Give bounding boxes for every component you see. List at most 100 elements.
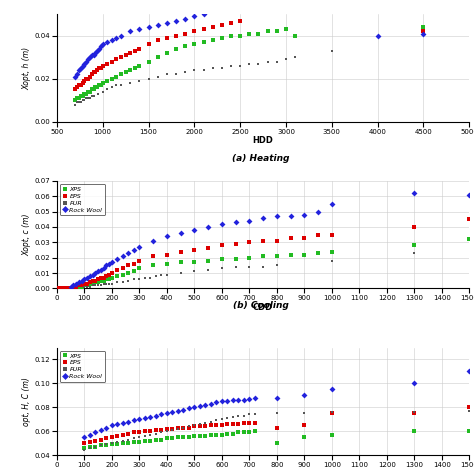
Point [81,447,88,454]
Point [108,75,116,82]
Point [102,272,110,280]
Point [224,430,231,438]
Point [273,58,281,65]
Point [70,283,77,291]
Point [191,27,198,35]
Point [114,255,121,263]
Point [99,62,107,70]
Point [88,92,95,100]
Point [130,268,137,275]
Point [246,238,253,246]
Point [163,428,171,435]
Y-axis label: opt, H, C (m): opt, H, C (m) [22,377,31,426]
Point [90,92,97,100]
Point [102,262,110,269]
Point [224,414,231,422]
Point [201,401,209,409]
Point [328,257,336,264]
Point [255,60,262,67]
Point [57,284,65,292]
Point [82,90,90,98]
Point [64,284,72,292]
Point [235,428,242,436]
Point [301,410,308,417]
Point [136,275,143,283]
Point [328,200,336,208]
Point [84,75,92,82]
Point [61,284,69,292]
Point [79,62,86,70]
Point [287,234,294,241]
Point [122,68,129,76]
Point [99,41,107,48]
Point [246,395,253,403]
Point [56,284,64,292]
Point [196,432,204,440]
Point [185,424,192,431]
Point [185,433,192,441]
Point [119,437,127,445]
Point [127,79,134,87]
Point [224,398,231,405]
Point [163,71,171,78]
Point [59,284,66,292]
Point [152,430,160,438]
Point [328,410,336,417]
Point [163,271,171,278]
X-axis label: CDD: CDD [253,303,273,312]
Point [75,282,82,289]
Point [86,431,94,438]
Point [81,433,88,441]
Point [117,54,125,61]
Point [240,396,247,404]
Point [465,368,473,375]
Point [314,231,322,238]
Legend: XPS, EPS, PUR, Rock Wool: XPS, EPS, PUR, Rock Wool [60,184,105,215]
Point [287,251,294,258]
Point [119,278,127,286]
Point [246,263,253,271]
Point [273,237,281,245]
Point [77,82,84,89]
Point [136,77,143,85]
Point [73,280,80,288]
Point [273,424,281,431]
Point [72,101,79,109]
Point [81,444,88,452]
Point [180,433,187,441]
Point [99,88,107,95]
Point [117,71,125,78]
Point [119,252,127,260]
Point [82,94,90,102]
Point [237,17,244,25]
Point [185,405,192,412]
Point [122,51,129,59]
Point [81,60,88,67]
Point [465,236,473,243]
Point [201,423,209,430]
Point [127,49,134,57]
Point [82,75,90,82]
Point [108,433,116,441]
Point [108,269,116,277]
Point [374,32,382,39]
Point [141,274,149,282]
Point [191,226,198,234]
Point [282,55,290,63]
Point [163,19,171,27]
Point [301,392,308,399]
Point [83,280,91,288]
Point [212,421,220,429]
Point [55,284,62,292]
Point [119,271,127,278]
Point [169,435,176,442]
Point [55,284,62,292]
Point [246,419,253,427]
Point [259,237,267,245]
Point [94,278,102,286]
Point [246,60,253,67]
Point [72,96,79,104]
Point [163,435,171,442]
Point [177,229,184,237]
Point [146,431,154,438]
